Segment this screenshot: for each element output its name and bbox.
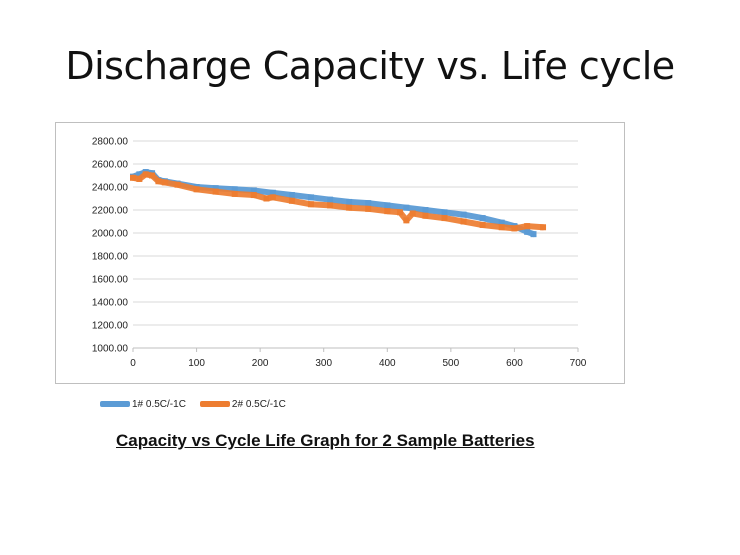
data-point-series-1 [231, 186, 238, 193]
data-point-series-2 [174, 181, 181, 188]
y-tick-label: 2400.00 [92, 183, 129, 194]
data-point-series-2 [269, 194, 276, 201]
data-point-series-2 [136, 175, 143, 182]
data-point-series-2 [263, 195, 270, 202]
data-point-series-1 [346, 198, 353, 205]
x-tick-label: 100 [188, 358, 205, 369]
data-point-series-1 [365, 200, 372, 207]
data-point-series-1 [441, 209, 448, 216]
data-point-series-2 [161, 179, 168, 186]
data-point-series-2 [460, 218, 467, 225]
chart-area: 1000.00 1200.00 1400.00 1600.00 1800.00 2000.… [55, 122, 625, 384]
data-point-series-1 [212, 185, 219, 192]
y-tick-label: 1600.00 [92, 275, 129, 286]
data-point-series-1 [250, 187, 257, 194]
data-point-series-2 [524, 223, 531, 230]
legend-swatch [100, 401, 130, 407]
data-point-series-2 [384, 208, 391, 215]
data-point-series-2 [231, 190, 238, 197]
data-point-series-1 [524, 228, 531, 235]
y-tick-label: 2800.00 [92, 137, 129, 148]
data-point-series-2 [308, 201, 314, 208]
legend-label: 2# 0.5C/-1C [231, 398, 286, 410]
data-point-series-2 [365, 205, 372, 212]
data-point-series-1 [479, 215, 486, 222]
data-point-series-2 [155, 178, 162, 185]
y-tick-label: 2000.00 [92, 229, 129, 240]
data-point-series-2 [441, 215, 448, 222]
chart-caption: Capacity vs Cycle Life Graph for 2 Sampl… [116, 431, 535, 450]
data-point-series-2 [422, 212, 429, 219]
legend-label: 1# 0.5C/-1C [132, 398, 186, 410]
data-point-series-1 [530, 231, 537, 238]
data-point-series-1 [288, 192, 295, 199]
data-point-series-2 [409, 210, 416, 217]
y-tick-label: 2600.00 [92, 160, 129, 171]
data-point-series-1 [460, 211, 467, 218]
data-point-series-1 [136, 171, 143, 178]
y-tick-label: 1200.00 [92, 321, 129, 332]
x-tick-label: 700 [570, 358, 587, 369]
data-point-series-2 [288, 197, 295, 204]
legend-swatch [199, 401, 230, 407]
data-point-series-2 [511, 225, 518, 232]
data-point-series-2 [142, 171, 149, 178]
data-point-series-1 [327, 196, 334, 203]
x-tick-label: 500 [443, 358, 460, 369]
x-tick-label: 400 [379, 358, 396, 369]
data-point-series-2 [403, 217, 410, 224]
data-point-series-1 [498, 219, 505, 226]
data-point-series-2 [397, 209, 403, 216]
x-tick-label: 200 [252, 358, 269, 369]
x-tick-label: 300 [315, 358, 332, 369]
y-tick-label: 1800.00 [92, 252, 129, 263]
slide-title: Discharge Capacity vs. Life cycle [65, 44, 675, 88]
data-point-series-2 [212, 188, 219, 195]
data-point-series-1 [422, 207, 429, 213]
data-point-series-2 [498, 224, 505, 231]
data-point-series-2 [479, 221, 486, 228]
data-point-series-1 [384, 202, 391, 209]
legend-item-1: 1# 0.5C/-1C [100, 399, 186, 410]
x-tick-label: 600 [506, 358, 523, 369]
legend-item-2: 2# 0.5C/-1C [199, 398, 286, 410]
data-point-series-1 [308, 194, 314, 201]
data-point-series-2 [250, 192, 257, 199]
data-point-series-1 [403, 204, 410, 211]
data-point-series-2 [346, 204, 353, 211]
data-point-series-2 [540, 224, 547, 231]
data-point-series-1 [269, 189, 276, 196]
y-tick-label: 1000.00 [92, 344, 129, 355]
y-tick-label: 2200.00 [92, 206, 129, 217]
data-point-series-2 [130, 174, 136, 181]
data-point-series-2 [193, 186, 200, 193]
y-tick-label: 1400.00 [92, 298, 129, 309]
line-chart: 1000.00 1200.00 1400.00 1600.00 1800.00 2000.… [92, 137, 587, 370]
x-tick-label: 0 [130, 358, 136, 369]
data-point-series-2 [149, 172, 156, 179]
chart-legend: 1# 0.5C/-1C 2# 0.5C/-1C [100, 396, 300, 412]
data-point-series-2 [327, 202, 334, 209]
